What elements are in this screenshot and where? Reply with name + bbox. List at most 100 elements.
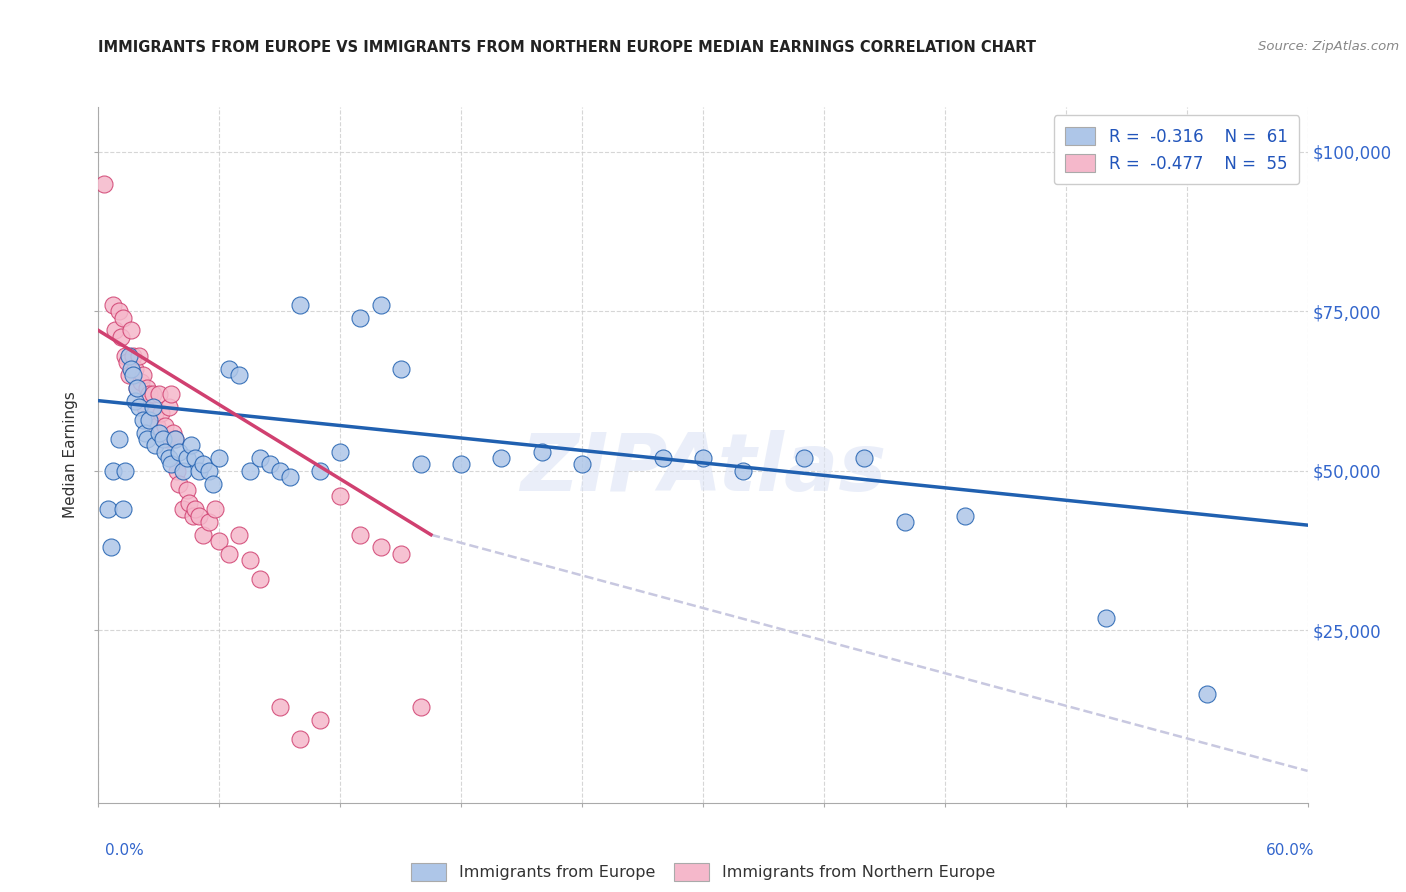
Point (409, 458, 432, 472)
Point (120, 323, 142, 337)
Point (114, 464, 136, 478)
Point (100, 541, 122, 555)
Point (491, 451, 513, 466)
Point (329, 490, 352, 504)
Point (733, 464, 755, 478)
Text: 60.0%: 60.0% (1267, 843, 1315, 858)
Point (111, 310, 134, 325)
Point (118, 349, 141, 363)
Point (228, 368, 250, 383)
Point (156, 432, 179, 446)
Point (107, 304, 129, 318)
Point (249, 573, 271, 587)
Point (125, 381, 148, 395)
Point (103, 323, 125, 337)
Point (370, 541, 392, 555)
Point (193, 458, 215, 472)
Point (181, 508, 204, 523)
Text: Source: ZipAtlas.com: Source: ZipAtlas.com (1258, 40, 1399, 54)
Point (138, 387, 160, 401)
Point (202, 476, 225, 491)
Point (118, 368, 141, 383)
Point (349, 527, 371, 541)
Point (853, 451, 876, 466)
Point (893, 515, 915, 529)
Point (153, 444, 176, 458)
Point (530, 444, 553, 458)
Point (176, 451, 198, 466)
Point (389, 547, 412, 561)
Point (239, 553, 262, 567)
Point (288, 731, 311, 746)
Point (278, 470, 301, 484)
Point (134, 425, 156, 440)
Point (129, 375, 152, 389)
Point (120, 361, 142, 376)
Point (128, 349, 150, 363)
Point (146, 419, 169, 434)
Point (228, 527, 250, 541)
Point (198, 515, 221, 529)
Point (121, 368, 143, 383)
Point (370, 298, 392, 312)
Point (184, 451, 207, 466)
Point (134, 400, 156, 414)
Point (163, 432, 186, 446)
Point (93, 177, 115, 191)
Text: 0.0%: 0.0% (105, 843, 145, 858)
Point (107, 432, 129, 446)
Point (651, 451, 673, 466)
Y-axis label: Median Earnings: Median Earnings (63, 392, 79, 518)
Point (139, 413, 162, 427)
Point (176, 483, 198, 497)
Point (953, 508, 976, 523)
Point (249, 451, 271, 466)
Point (125, 381, 148, 395)
Point (409, 700, 432, 714)
Point (142, 387, 165, 401)
Point (157, 400, 180, 414)
Point (143, 438, 166, 452)
Point (152, 432, 174, 446)
Point (204, 502, 226, 516)
Point (389, 361, 412, 376)
Point (110, 330, 132, 344)
Point (269, 700, 291, 714)
Point (692, 451, 714, 466)
Legend: Immigrants from Europe, Immigrants from Northern Europe: Immigrants from Europe, Immigrants from … (402, 855, 1004, 888)
Point (132, 368, 155, 383)
Point (162, 425, 184, 440)
Point (167, 444, 190, 458)
Point (143, 406, 166, 420)
Point (138, 413, 160, 427)
Point (793, 451, 815, 466)
Point (142, 400, 165, 414)
Point (101, 464, 124, 478)
Point (135, 381, 157, 395)
Point (157, 451, 180, 466)
Point (218, 361, 240, 376)
Point (180, 438, 202, 452)
Point (218, 547, 240, 561)
Point (111, 502, 134, 516)
Point (269, 464, 291, 478)
Point (132, 413, 155, 427)
Point (167, 476, 190, 491)
Point (349, 310, 371, 325)
Point (172, 464, 194, 478)
Point (114, 349, 136, 363)
Point (149, 406, 172, 420)
Point (172, 502, 194, 516)
Point (179, 496, 201, 510)
Point (101, 298, 124, 312)
Text: IMMIGRANTS FROM EUROPE VS IMMIGRANTS FROM NORTHERN EUROPE MEDIAN EARNINGS CORREL: IMMIGRANTS FROM EUROPE VS IMMIGRANTS FRO… (98, 40, 1036, 55)
Point (163, 432, 186, 446)
Point (188, 508, 211, 523)
Point (121, 349, 143, 363)
Point (184, 502, 207, 516)
Point (239, 464, 262, 478)
Point (1095, 610, 1118, 624)
Point (148, 425, 170, 440)
Point (198, 464, 221, 478)
Point (135, 432, 157, 446)
